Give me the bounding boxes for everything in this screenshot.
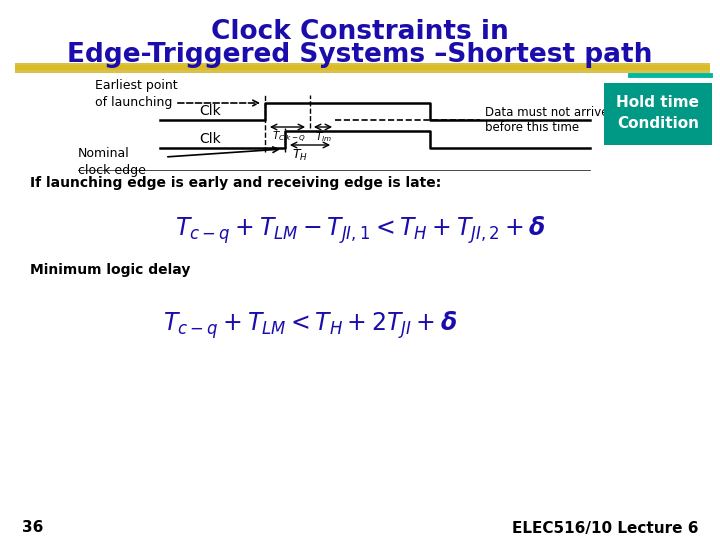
Text: Hold time
Condition: Hold time Condition bbox=[616, 95, 700, 131]
Text: Clk: Clk bbox=[199, 132, 221, 146]
Text: $T_{lm}$: $T_{lm}$ bbox=[315, 130, 332, 144]
Text: $T_{c-q} + T_{LM} < T_H + 2T_{JI}+ \boldsymbol{\delta}$: $T_{c-q} + T_{LM} < T_H + 2T_{JI}+ \bold… bbox=[163, 309, 457, 341]
Text: Data must not arrive
before this time: Data must not arrive before this time bbox=[485, 106, 608, 134]
Bar bbox=[15, 65, 710, 70]
Bar bbox=[15, 63, 710, 73]
Bar bbox=[604, 83, 712, 145]
Text: ELEC516/10 Lecture 6: ELEC516/10 Lecture 6 bbox=[511, 521, 698, 536]
Text: $T_{Clk-Q}$: $T_{Clk-Q}$ bbox=[272, 130, 306, 145]
Text: Earliest point
of launching: Earliest point of launching bbox=[95, 79, 178, 109]
Text: $T_{c-q} + T_{LM} - T_{JI,1} < T_H + T_{JI,2} + \boldsymbol{\delta}$: $T_{c-q} + T_{LM} - T_{JI,1} < T_H + T_{… bbox=[174, 214, 546, 246]
Text: Nominal
clock edge: Nominal clock edge bbox=[78, 147, 146, 177]
Text: If launching edge is early and receiving edge is late:: If launching edge is early and receiving… bbox=[30, 176, 441, 190]
Text: Clock Constraints in: Clock Constraints in bbox=[211, 19, 509, 45]
Text: 36: 36 bbox=[22, 521, 43, 536]
Text: Clk: Clk bbox=[199, 104, 221, 118]
Text: $T_H$: $T_H$ bbox=[292, 148, 308, 163]
Text: Minimum logic delay: Minimum logic delay bbox=[30, 263, 190, 277]
Text: Edge-Triggered Systems –Shortest path: Edge-Triggered Systems –Shortest path bbox=[67, 42, 653, 68]
